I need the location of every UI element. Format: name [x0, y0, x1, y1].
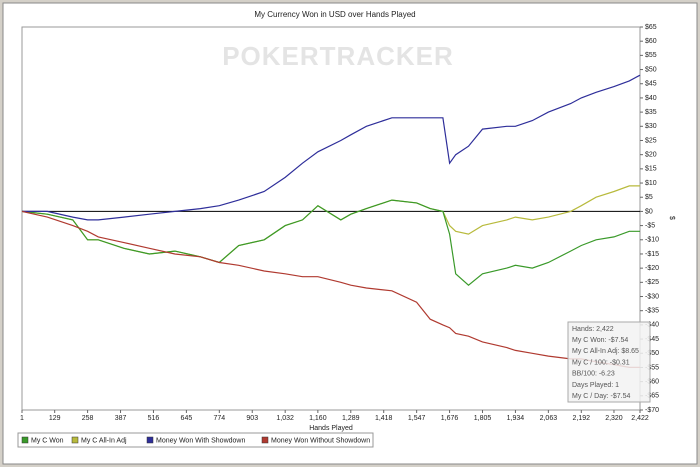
y-tick-label: -$25 [645, 279, 659, 286]
series-line [21, 199, 640, 286]
tooltip-line: BB/100: -6.23 [572, 371, 615, 378]
x-tick-label: 1,289 [342, 415, 360, 422]
series-line [21, 210, 640, 368]
x-tick-label: 1,934 [507, 415, 525, 422]
x-tick-label: 1,032 [276, 415, 294, 422]
x-tick-label: 645 [181, 415, 193, 422]
legend-swatch [146, 436, 154, 444]
tooltip-box [567, 321, 651, 403]
legend-label: My C All-In Adj [81, 437, 127, 444]
watermark: POKERTRACKER [222, 41, 454, 71]
chart-title: My Currency Won in USD over Hands Played [254, 10, 415, 19]
y-tick-label: $5 [645, 194, 653, 201]
x-tick-label: 2,320 [605, 415, 623, 422]
y-tick-label: -$5 [645, 222, 655, 229]
x-tick-label: 387 [115, 415, 127, 422]
tooltip-line: My C / Day: -$7.54 [572, 393, 630, 400]
x-tick-label: 516 [148, 415, 160, 422]
y-tick-label: -$60 [645, 378, 659, 385]
x-tick-label: 1,805 [474, 415, 492, 422]
tooltip-line: My C Won: -$7.54 [572, 337, 628, 344]
x-tick-label: 1,418 [375, 415, 393, 422]
plot-frame [21, 26, 641, 411]
legend-swatch [21, 436, 29, 444]
x-tick-label: 2,422 [631, 415, 649, 422]
x-tick-label: 1,160 [309, 415, 327, 422]
y-tick-label: $25 [645, 137, 657, 144]
y-tick-label: -$65 [645, 393, 659, 400]
tooltip-line: Hands: 2,422 [572, 326, 614, 333]
y-tick-label: -$30 [645, 293, 659, 300]
x-tick-label: 129 [49, 415, 61, 422]
y-axis-label: $ [668, 216, 675, 220]
legend-label: My C Won [31, 437, 64, 444]
tooltip-line: My C / 100: -$0.31 [572, 359, 630, 366]
series-line [22, 74, 641, 221]
x-tick-label: 2,192 [573, 415, 591, 422]
y-tick-label: $60 [645, 38, 657, 45]
y-tick-label: $15 [645, 166, 657, 173]
legend-label: Money Won Without Showdown [271, 437, 370, 444]
y-tick-label: -$15 [645, 251, 659, 258]
y-tick-label: $0 [645, 208, 653, 215]
x-tick-label: 1,676 [441, 415, 459, 422]
tooltip-line: Days Played: 1 [572, 382, 619, 389]
y-tick-label: -$55 [645, 364, 659, 371]
y-tick-label: -$40 [645, 322, 659, 329]
x-tick-label: 1 [20, 415, 24, 422]
tooltip-line: My C All-In Adj: $8.65 [572, 348, 639, 355]
y-tick-label: -$20 [645, 265, 659, 272]
legend-box [17, 432, 374, 448]
y-tick-label: $45 [645, 81, 657, 88]
y-tick-label: $65 [645, 24, 657, 31]
y-tick-label: -$35 [645, 308, 659, 315]
y-tick-label: -$50 [645, 350, 659, 357]
x-tick-label: 2,063 [540, 415, 558, 422]
x-tick-label: 774 [213, 415, 225, 422]
y-tick-label: -$70 [645, 407, 659, 414]
x-tick-label: 258 [82, 415, 94, 422]
x-tick-label: 1,547 [408, 415, 426, 422]
legend-swatch [71, 436, 79, 444]
legend-label: Money Won With Showdown [156, 437, 245, 444]
y-tick-label: $35 [645, 109, 657, 116]
y-tick-label: $40 [645, 95, 657, 102]
legend-swatch [261, 436, 269, 444]
y-tick-label: $50 [645, 66, 657, 73]
y-tick-label: $20 [645, 152, 657, 159]
y-tick-label: $30 [645, 123, 657, 130]
y-tick-label: $55 [645, 52, 657, 59]
x-axis-label: Hands Played [309, 425, 353, 432]
y-tick-label: $10 [645, 180, 657, 187]
y-tick-label: -$10 [645, 237, 659, 244]
y-tick-label: -$45 [645, 336, 659, 343]
x-tick-label: 903 [246, 415, 258, 422]
